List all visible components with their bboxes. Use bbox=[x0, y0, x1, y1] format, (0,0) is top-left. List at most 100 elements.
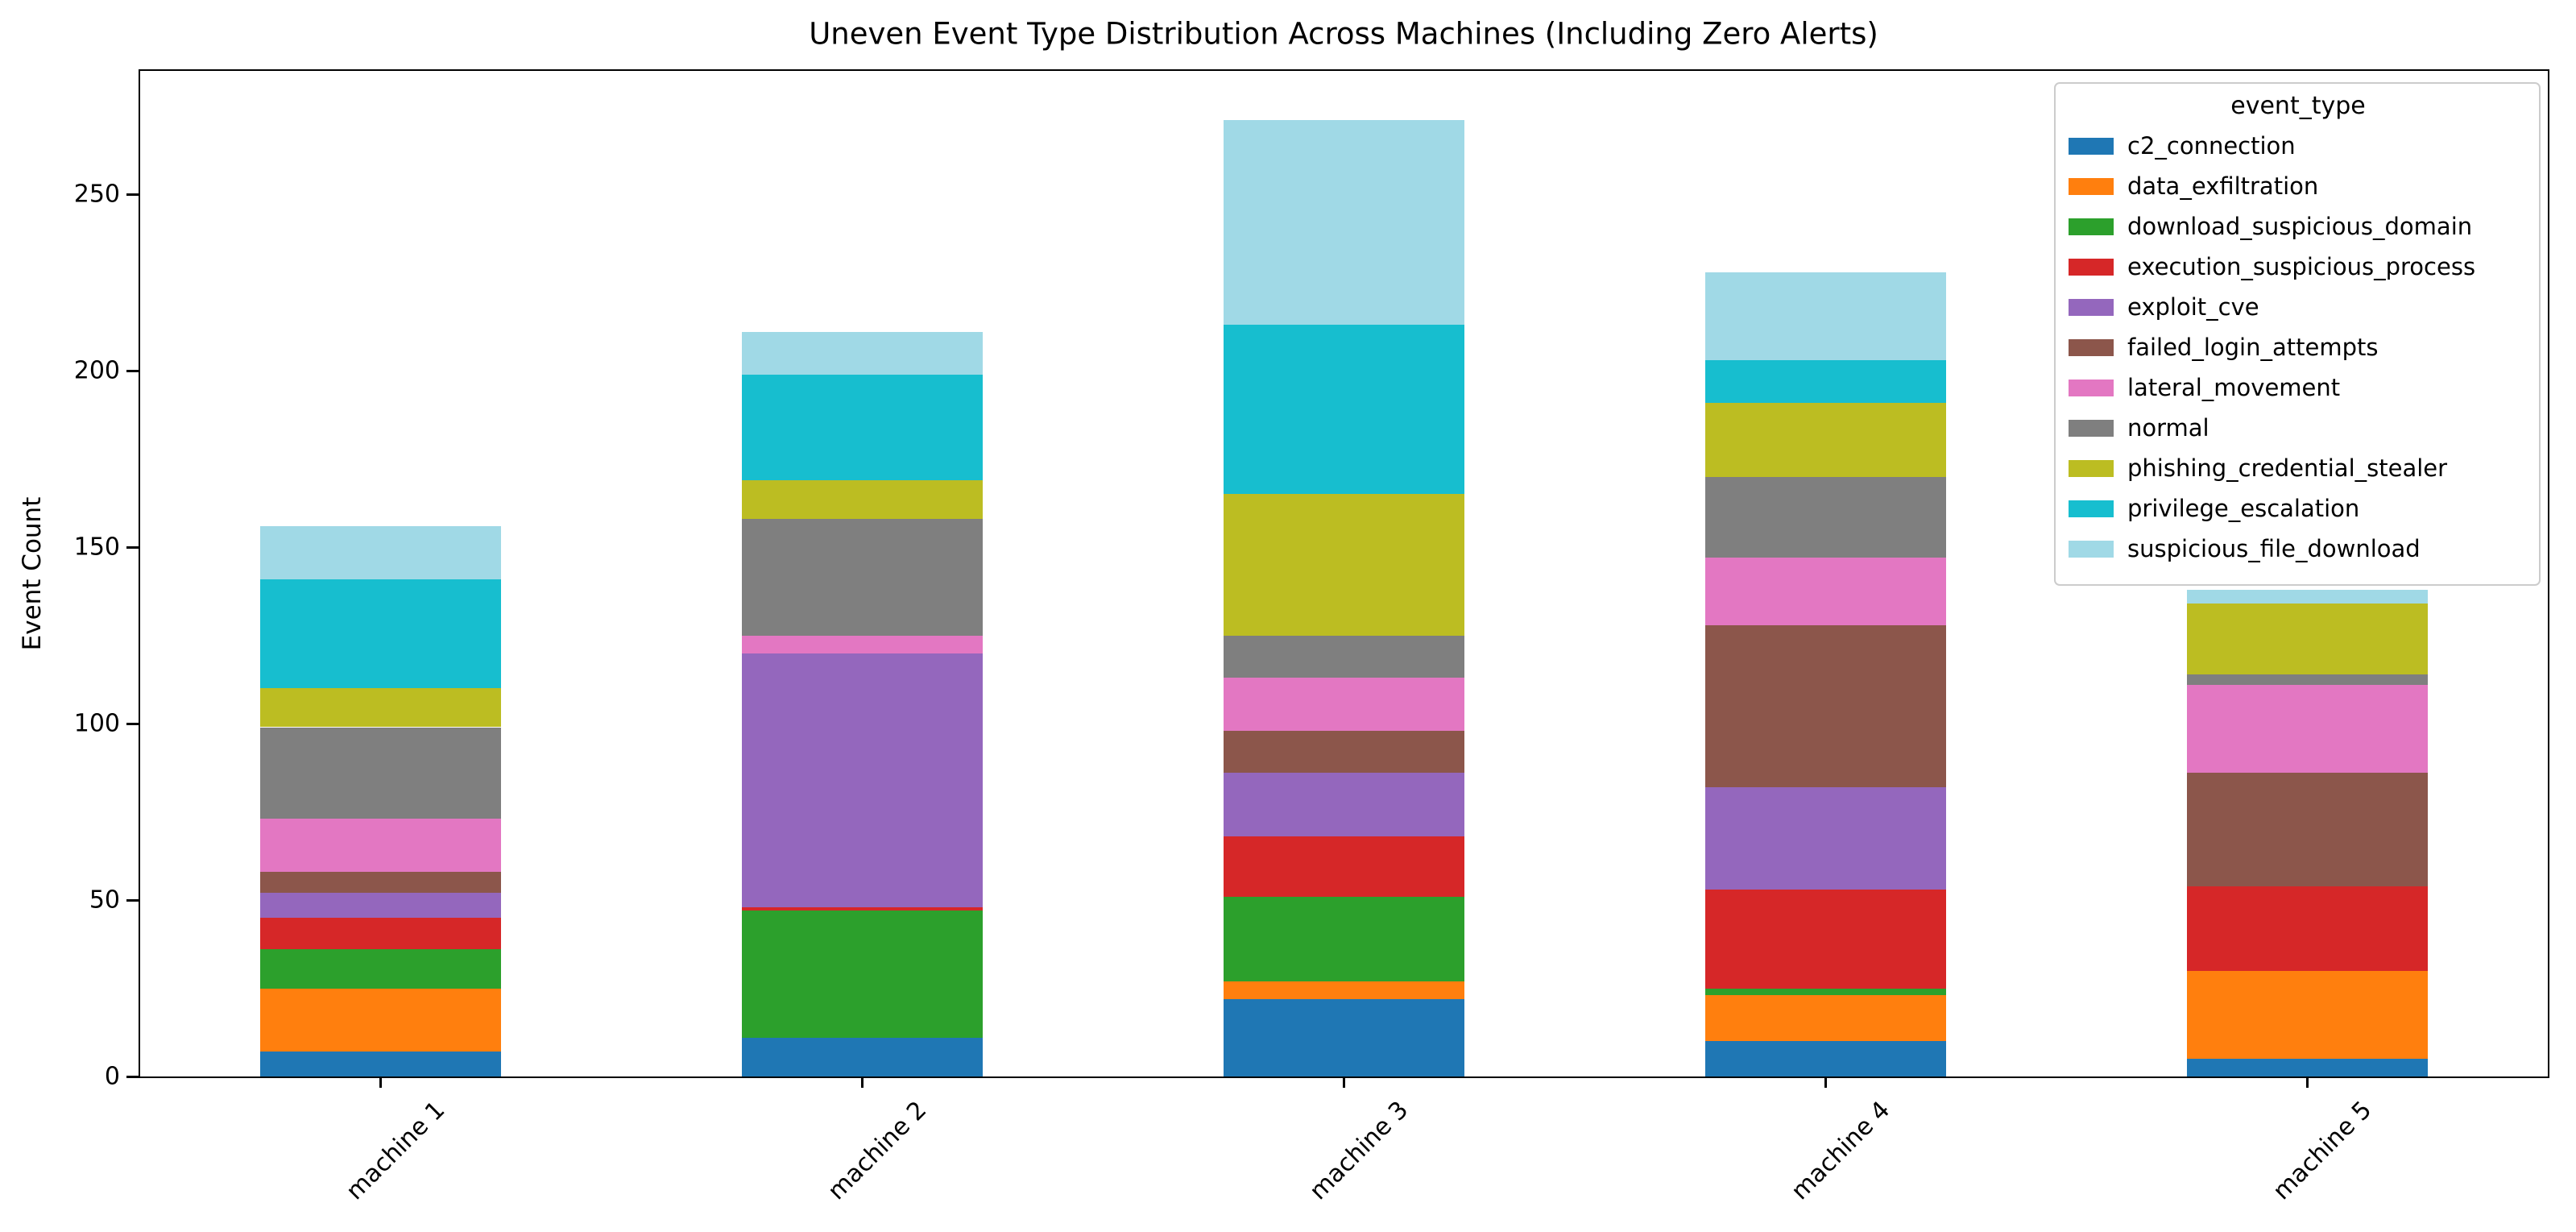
legend-label: c2_connection bbox=[2127, 132, 2296, 160]
legend-item-exploit_cve: exploit_cve bbox=[2069, 292, 2528, 321]
bar-segment-failed_login_attempts bbox=[2186, 773, 2428, 886]
bar-segment-execution_suspicious_process bbox=[2186, 886, 2428, 971]
legend-swatch-icon bbox=[2069, 540, 2114, 558]
legend-swatch-icon bbox=[2069, 218, 2114, 235]
legend-label: normal bbox=[2127, 414, 2209, 442]
legend-swatch-icon bbox=[2069, 379, 2114, 396]
y-tick-mark bbox=[126, 898, 139, 902]
legend-item-execution_suspicious_process: execution_suspicious_process bbox=[2069, 252, 2528, 281]
x-tick-label: machine 2 bbox=[822, 1096, 933, 1206]
bar-segment-phishing_credential_stealer bbox=[2186, 604, 2428, 674]
x-tick-label: machine 1 bbox=[341, 1096, 451, 1206]
legend-label: privilege_escalation bbox=[2127, 495, 2360, 522]
bar-segment-data_exfiltration bbox=[2186, 970, 2428, 1060]
bar-segment-normal bbox=[260, 727, 502, 819]
legend-swatch-icon bbox=[2069, 137, 2114, 155]
bar-segment-suspicious_file_download bbox=[2186, 589, 2428, 604]
x-tick-mark bbox=[379, 1076, 383, 1088]
y-axis-label: Event Count bbox=[18, 496, 47, 651]
y-tick-label: 200 bbox=[73, 356, 120, 385]
bar-segment-phishing_credential_stealer bbox=[260, 688, 502, 728]
bar-segment-normal bbox=[1704, 476, 1946, 558]
bar-segment-privilege_escalation bbox=[742, 374, 984, 480]
bar-segment-failed_login_attempts bbox=[1224, 730, 1464, 774]
x-tick-label: machine 5 bbox=[2267, 1096, 2377, 1206]
bar-segment-phishing_credential_stealer bbox=[1704, 402, 1946, 477]
bar-segment-phishing_credential_stealer bbox=[742, 479, 984, 520]
bar-segment-normal bbox=[2186, 674, 2428, 685]
legend: event_type c2_connection data_exfiltratio… bbox=[2054, 82, 2541, 586]
bar-segment-c2_connection bbox=[260, 1052, 502, 1076]
bar-segment-exploit_cve bbox=[1704, 786, 1946, 890]
bar-segment-download_suspicious_domain bbox=[742, 911, 984, 1038]
y-tick-label: 100 bbox=[73, 709, 120, 738]
bar-segment-c2_connection bbox=[1224, 998, 1464, 1076]
legend-item-c2_connection: c2_connection bbox=[2069, 131, 2528, 160]
x-axis-ticks: machine 1 machine 2 machine 3 machine 4 mach… bbox=[140, 71, 2548, 1205]
legend-item-data_exfiltration: data_exfiltration bbox=[2069, 172, 2528, 201]
bar-segment-exploit_cve bbox=[260, 893, 502, 918]
legend-label: suspicious_file_download bbox=[2127, 535, 2421, 562]
legend-label: download_suspicious_domain bbox=[2127, 213, 2473, 240]
bar-segment-c2_connection bbox=[1704, 1041, 1946, 1076]
legend-label: exploit_cve bbox=[2127, 293, 2259, 321]
bar-segment-exploit_cve bbox=[1224, 773, 1464, 837]
bar-segment-data_exfiltration bbox=[1224, 981, 1464, 999]
legend-items: c2_connection data_exfiltration download_s… bbox=[2069, 131, 2528, 563]
legend-label: data_exfiltration bbox=[2127, 172, 2319, 200]
y-tick-label: 50 bbox=[89, 886, 120, 915]
legend-label: failed_login_attempts bbox=[2127, 334, 2379, 361]
bar-segment-c2_connection bbox=[2186, 1059, 2428, 1076]
legend-swatch-icon bbox=[2069, 500, 2114, 517]
bar-segment-execution_suspicious_process bbox=[742, 906, 984, 911]
bar-segment-privilege_escalation bbox=[1224, 325, 1464, 495]
bar-segment-execution_suspicious_process bbox=[1704, 889, 1946, 989]
x-tick-label: machine 3 bbox=[1304, 1096, 1414, 1206]
legend-item-lateral_movement: lateral_movement bbox=[2069, 373, 2528, 402]
legend-item-phishing_credential_stealer: phishing_credential_stealer bbox=[2069, 454, 2528, 483]
legend-item-suspicious_file_download: suspicious_file_download bbox=[2069, 534, 2528, 563]
bar-segment-data_exfiltration bbox=[1704, 995, 1946, 1042]
bars-layer bbox=[140, 71, 2548, 1076]
bar-segment-normal bbox=[1224, 635, 1464, 678]
bar-segment-execution_suspicious_process bbox=[260, 917, 502, 950]
x-tick-mark bbox=[2305, 1076, 2309, 1088]
x-tick-mark bbox=[1343, 1076, 1345, 1088]
bar-segment-c2_connection bbox=[742, 1037, 984, 1076]
x-tick-mark bbox=[1824, 1076, 1827, 1088]
y-tick-mark bbox=[126, 193, 139, 196]
bar-segment-suspicious_file_download bbox=[742, 332, 984, 375]
legend-swatch-icon bbox=[2069, 338, 2114, 356]
y-tick-label: 150 bbox=[73, 533, 120, 562]
bar-segment-phishing_credential_stealer bbox=[1224, 494, 1464, 636]
legend-label: lateral_movement bbox=[2127, 374, 2341, 401]
bar-segment-suspicious_file_download bbox=[1224, 120, 1464, 326]
legend-label: execution_suspicious_process bbox=[2127, 253, 2476, 280]
bar-segment-download_suspicious_domain bbox=[1224, 896, 1464, 981]
bar-segment-suspicious_file_download bbox=[1704, 272, 1946, 361]
y-tick-label: 0 bbox=[104, 1062, 120, 1091]
bar-segment-download_suspicious_domain bbox=[1704, 988, 1946, 996]
bar-segment-failed_login_attempts bbox=[1704, 624, 1946, 787]
legend-swatch-icon bbox=[2069, 298, 2114, 316]
x-tick-label: machine 4 bbox=[1785, 1096, 1896, 1206]
legend-swatch-icon bbox=[2069, 459, 2114, 477]
legend-item-failed_login_attempts: failed_login_attempts bbox=[2069, 333, 2528, 362]
bar-segment-normal bbox=[742, 519, 984, 636]
bar-segment-data_exfiltration bbox=[260, 988, 502, 1052]
bar-segment-execution_suspicious_process bbox=[1224, 836, 1464, 897]
legend-item-normal: normal bbox=[2069, 413, 2528, 442]
y-tick-label: 250 bbox=[73, 180, 120, 209]
y-tick-mark bbox=[126, 722, 139, 725]
legend-swatch-icon bbox=[2069, 258, 2114, 276]
plot-area: 0 50 100 150 200 250 machine 1 machine 2 machin… bbox=[74, 69, 2549, 1205]
bar-segment-exploit_cve bbox=[742, 653, 984, 907]
bar-segment-lateral_movement bbox=[260, 819, 502, 873]
bar-segment-lateral_movement bbox=[1224, 678, 1464, 731]
legend-label: phishing_credential_stealer bbox=[2127, 454, 2448, 482]
bar-segment-privilege_escalation bbox=[260, 579, 502, 689]
y-axis-ticks: 0 50 100 150 200 250 bbox=[74, 71, 2548, 1091]
bar-segment-lateral_movement bbox=[742, 635, 984, 653]
legend-swatch-icon bbox=[2069, 177, 2114, 195]
